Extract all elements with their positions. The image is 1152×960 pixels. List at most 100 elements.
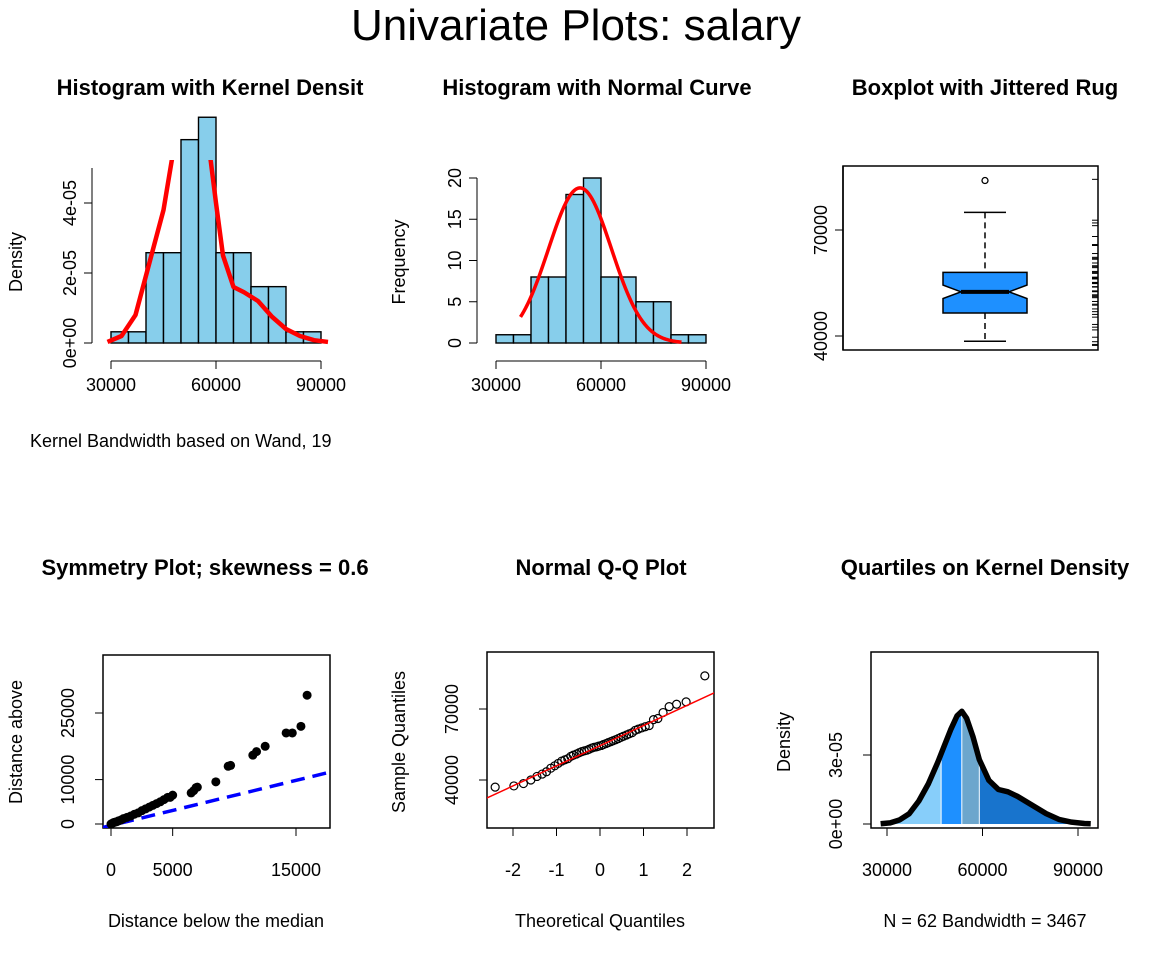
y-tick-label: 0 <box>445 338 465 348</box>
y-tick-label: 0e+00 <box>60 318 80 369</box>
hist-bar <box>180 138 200 344</box>
symmetry-point <box>211 777 221 787</box>
x-tick-label: 30000 <box>471 375 521 395</box>
symmetry-point <box>252 747 262 757</box>
y-tick-label: 5 <box>445 297 465 307</box>
x-tick-label: 0 <box>106 860 116 880</box>
symmetry-point <box>287 728 297 738</box>
outlier-point <box>981 176 989 185</box>
x-label-group: Kernel Bandwidth based on Wand, 19 <box>30 431 332 451</box>
y-tick-label: 70000 <box>811 205 831 255</box>
symmetry-point <box>302 690 312 700</box>
y-tick-label: 40000 <box>442 755 462 805</box>
plot-title: Histogram with Normal Curve <box>442 75 751 100</box>
plot-title: Quartiles on Kernel Density <box>841 555 1130 580</box>
hist-bar <box>250 285 270 344</box>
plot-title: Boxplot with Jittered Rug <box>852 75 1118 100</box>
normal-curve <box>519 186 682 344</box>
y-axis-label: Sample Quantiles <box>389 671 409 813</box>
symmetry-point <box>168 790 178 800</box>
y-tick-label: 3e-05 <box>826 732 846 778</box>
plot-frame <box>486 651 715 829</box>
qq-point <box>509 781 519 791</box>
plot-frame <box>842 165 1099 351</box>
x-tick-label: 1 <box>638 860 648 880</box>
hist-bar <box>495 334 515 344</box>
title-group: Histogram with Kernel Densit <box>57 75 365 100</box>
qq-point <box>653 713 663 724</box>
symmetry-point <box>226 760 236 770</box>
x-tick-label: 15000 <box>271 860 321 880</box>
x-axis-label: Kernel Bandwidth based on Wand, 19 <box>30 431 332 451</box>
plot-title: Histogram with Kernel Densit <box>57 75 365 100</box>
x-tick-label: 5000 <box>153 860 193 880</box>
symmetry-point <box>281 728 291 738</box>
x-tick-label: 30000 <box>862 860 912 880</box>
symmetry-point <box>192 782 202 792</box>
x-tick-label: 30000 <box>86 375 136 395</box>
y-tick-label: 25000 <box>58 688 78 738</box>
title-group: Symmetry Plot; skewness = 0.6 <box>41 555 368 580</box>
y-axis-label: Distance above <box>6 680 26 804</box>
title-group: Histogram with Normal Curve <box>442 75 751 100</box>
y-tick-label: 15 <box>445 209 465 229</box>
x-tick-label: 60000 <box>576 375 626 395</box>
x-tick-label: -1 <box>548 860 564 880</box>
y-tick-label: 0 <box>58 819 78 829</box>
qq-point <box>490 782 500 792</box>
density-outline <box>880 708 1091 827</box>
x-tick-label: 0 <box>595 860 605 880</box>
quartile-region <box>961 711 980 824</box>
x-axis-label: N = 62 Bandwidth = 3467 <box>883 911 1086 931</box>
y-axis-label: Density <box>774 712 794 772</box>
qq-group <box>487 671 714 799</box>
y-tick-label: 0e+00 <box>826 799 846 850</box>
y-tick-label: 10000 <box>58 755 78 805</box>
x-tick-label: 90000 <box>296 375 346 395</box>
x-tick-label: 90000 <box>1053 860 1103 880</box>
hist-bar <box>687 334 707 344</box>
plot-title: Symmetry Plot; skewness = 0.6 <box>41 555 368 580</box>
hist-bar <box>197 116 217 344</box>
hist-bar <box>547 276 567 344</box>
hist-bar <box>565 193 585 344</box>
hist-bar <box>617 276 637 344</box>
y-axis-label: Frequency <box>389 219 409 304</box>
hist-bar <box>127 331 147 344</box>
x-tick-label: 60000 <box>957 860 1007 880</box>
plot-frame <box>870 651 1099 829</box>
y-axis-label: Density <box>6 232 26 292</box>
main-title: Univariate Plots: salary <box>351 1 801 50</box>
hist-bar <box>652 301 672 344</box>
x-axis-label: Distance below the median <box>108 911 324 931</box>
y-tick-label: 70000 <box>442 684 462 734</box>
density-curve <box>106 160 329 345</box>
x-tick-label: -2 <box>505 860 521 880</box>
hist-bar <box>582 177 602 344</box>
reference-line <box>103 770 330 828</box>
qq-point <box>700 671 710 681</box>
y-tick-label: 4e-05 <box>60 180 80 226</box>
quartile-region <box>979 759 1091 824</box>
x-tick-label: 2 <box>682 860 692 880</box>
hist-bar <box>600 276 620 344</box>
hist-bar <box>162 251 182 344</box>
density-group <box>106 160 329 345</box>
x-tick-label: 90000 <box>681 375 731 395</box>
plot-title: Normal Q-Q Plot <box>515 555 687 580</box>
quartile-region <box>941 711 962 824</box>
symmetry-point <box>296 721 306 731</box>
y-tick-label: 40000 <box>811 311 831 361</box>
hist-bar <box>512 334 532 344</box>
x-axis-label: Theoretical Quantiles <box>515 911 685 931</box>
qq-point <box>671 699 682 709</box>
qq-line <box>487 692 714 799</box>
y-tick-label: 2e-05 <box>60 250 80 296</box>
quartile-region <box>880 753 942 824</box>
plot-frame <box>102 654 331 829</box>
qq-point <box>664 702 674 712</box>
y-tick-label: 20 <box>445 168 465 188</box>
y-tick-label: 10 <box>445 250 465 270</box>
x-tick-label: 60000 <box>191 375 241 395</box>
